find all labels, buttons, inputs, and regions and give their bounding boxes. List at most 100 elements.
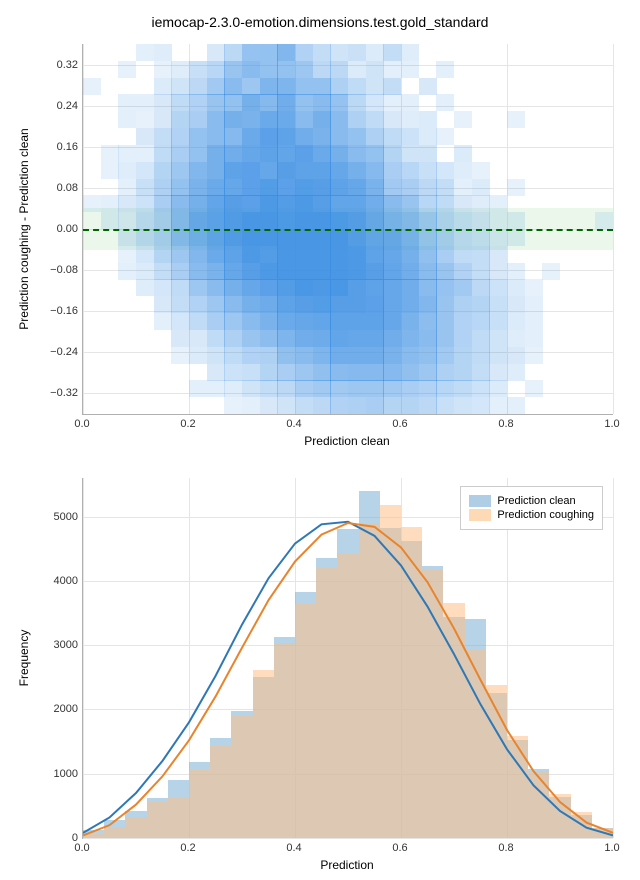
heatmap-xlabel: Prediction clean (82, 434, 612, 448)
heatmap-cell (260, 78, 278, 95)
heatmap-cell (383, 212, 401, 229)
heatmap-cell (419, 78, 437, 95)
heatmap-cell (348, 229, 366, 246)
heatmap-cell (224, 162, 242, 179)
heatmap-cell (224, 279, 242, 296)
heatmap-cell (242, 61, 260, 78)
heatmap-cell (472, 364, 490, 381)
heatmap-cell (224, 212, 242, 229)
heatmap-cell (489, 364, 507, 381)
heatmap-cell (295, 162, 313, 179)
heatmap-cell (242, 397, 260, 414)
heatmap-cell (101, 212, 119, 229)
heatmap-cell (171, 94, 189, 111)
heatmap-cell (348, 246, 366, 263)
xtick-label: 1.0 (604, 418, 619, 430)
heatmap-cell (507, 364, 525, 381)
heatmap-cell (330, 296, 348, 313)
legend-label: Prediction coughing (497, 509, 594, 521)
heatmap-cell (295, 78, 313, 95)
heatmap-cell (295, 313, 313, 330)
xtick-label: 0.0 (74, 418, 89, 430)
heatmap-cell (419, 296, 437, 313)
histogram-bar (549, 794, 570, 838)
heatmap-cell (154, 61, 172, 78)
xtick-label: 0.8 (498, 418, 513, 430)
heatmap-cell (472, 246, 490, 263)
heatmap-cell (154, 111, 172, 128)
heatmap-cell (277, 162, 295, 179)
histogram-bar (147, 802, 168, 838)
heatmap-cell (154, 94, 172, 111)
heatmap-cell (383, 263, 401, 280)
heatmap-cell (136, 111, 154, 128)
heatmap-cell (366, 162, 384, 179)
heatmap-cell (260, 128, 278, 145)
heatmap-cell (118, 246, 136, 263)
heatmap-cell (171, 195, 189, 212)
heatmap-cell (189, 229, 207, 246)
heatmap-cell (419, 145, 437, 162)
heatmap-cell (313, 347, 331, 364)
heatmap-cell (242, 380, 260, 397)
heatmap-cell (472, 212, 490, 229)
heatmap-cell (507, 263, 525, 280)
heatmap-cell (242, 330, 260, 347)
heatmap-cell (189, 347, 207, 364)
legend-item: Prediction coughing (469, 509, 594, 521)
heatmap-cell (401, 330, 419, 347)
heatmap-cell (242, 195, 260, 212)
heatmap-cell (330, 94, 348, 111)
histogram-panel: Prediction cleanPrediction coughing (82, 478, 613, 839)
heatmap-cell (295, 111, 313, 128)
heatmap-cell (489, 330, 507, 347)
heatmap-cell (419, 128, 437, 145)
heatmap-cell (295, 246, 313, 263)
heatmap-cell (525, 347, 543, 364)
heatmap-cell (348, 296, 366, 313)
histogram-bar (253, 670, 274, 838)
ytick-label: 4000 (38, 575, 78, 587)
heatmap-cell (260, 263, 278, 280)
heatmap-cell (277, 263, 295, 280)
heatmap-cell (419, 229, 437, 246)
histogram-bar (571, 812, 592, 838)
histogram-bar (486, 685, 507, 838)
heatmap-cell (118, 195, 136, 212)
heatmap-cell (171, 111, 189, 128)
heatmap-cell (595, 212, 613, 229)
heatmap-cell (401, 263, 419, 280)
heatmap-cell (207, 364, 225, 381)
heatmap-cell (295, 397, 313, 414)
heatmap-cell (489, 347, 507, 364)
histogram-bar (380, 505, 401, 838)
ytick-label: 2000 (38, 703, 78, 715)
heatmap-cell (436, 195, 454, 212)
heatmap-cell (436, 296, 454, 313)
zero-reference-line (83, 229, 613, 231)
heatmap-cell (330, 246, 348, 263)
heatmap-cell (489, 296, 507, 313)
heatmap-cell (366, 94, 384, 111)
heatmap-cell (401, 179, 419, 196)
heatmap-cell (436, 128, 454, 145)
heatmap-cell (118, 111, 136, 128)
heatmap-cell (489, 195, 507, 212)
heatmap-cell (313, 61, 331, 78)
heatmap-cell (224, 94, 242, 111)
heatmap-cell (207, 330, 225, 347)
heatmap-cell (242, 111, 260, 128)
heatmap-cell (171, 330, 189, 347)
heatmap-cell (313, 162, 331, 179)
heatmap-cell (295, 212, 313, 229)
heatmap-cell (348, 347, 366, 364)
heatmap-cell (277, 313, 295, 330)
heatmap-cell (348, 212, 366, 229)
heatmap-cell (330, 128, 348, 145)
heatmap-cell (224, 246, 242, 263)
heatmap-cell (101, 195, 119, 212)
heatmap-cell (277, 397, 295, 414)
heatmap-cell (136, 246, 154, 263)
heatmap-cell (366, 229, 384, 246)
heatmap-cell (507, 179, 525, 196)
